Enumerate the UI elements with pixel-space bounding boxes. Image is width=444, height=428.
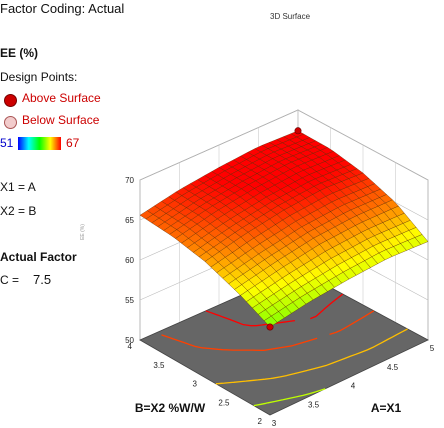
z-tick-label: 70 (125, 176, 134, 185)
above-surface-label: Above Surface (22, 91, 101, 105)
color-scale-bar (18, 137, 61, 150)
below-surface-label: Below Surface (22, 113, 100, 127)
y-tick-label: 4 (128, 342, 133, 351)
x-axis-label: A=X1 (371, 401, 402, 415)
floor-contour (215, 328, 408, 385)
actual-factor-name: C = (0, 273, 20, 287)
floor-contour (205, 293, 344, 327)
y-tick-label: 3.5 (153, 361, 165, 370)
actual-factor-value: 7.5 (33, 272, 52, 287)
above-surface-marker (4, 94, 17, 107)
x-tick-label: 4 (351, 382, 356, 391)
factor-coding-label: Factor Coding: Actual (0, 1, 125, 16)
plot-floor (139, 269, 429, 416)
below-surface-marker (4, 116, 17, 129)
actual-factor-title: Actual Factor (0, 250, 77, 264)
z-axis-label: EE (%) (80, 224, 86, 240)
y-axis-label: B=X2 %W/W (135, 401, 206, 415)
design-point (266, 323, 274, 331)
z-tick-label: 60 (125, 256, 134, 265)
y-tick-label: 2.5 (218, 398, 230, 407)
x-tick-label: 5 (430, 344, 435, 353)
factor-x2-line: X2 = B (0, 204, 37, 218)
floor-contour (161, 310, 375, 351)
z-tick-label: 50 (125, 336, 134, 345)
actual-factor-line: C = 7.5 (0, 272, 51, 287)
color-scale-max: 67 (66, 136, 80, 150)
response-surface (139, 130, 429, 328)
y-tick-label: 2 (258, 417, 263, 426)
z-tick-label: 65 (125, 216, 134, 225)
factor-x1-line: X1 = A (0, 180, 36, 194)
x-tick-label: 4.5 (387, 363, 399, 372)
floor-contour (253, 388, 326, 407)
design-points (266, 127, 302, 331)
design-points-label: Design Points: (0, 70, 78, 84)
y-tick-label: 3 (193, 380, 198, 389)
plot-axes: 50 55 60 65 70 3 3.5 4 4.5 5 2 2.5 3 3.5 4 A=X1 B=X2 %W/… (80, 176, 435, 428)
color-scale-min: 51 (0, 136, 14, 150)
surface-cell (263, 315, 278, 328)
x-tick-label: 3.5 (308, 400, 320, 409)
response-title: EE (%) (0, 46, 39, 60)
x-tick-label: 3 (272, 419, 277, 428)
z-tick-label: 55 (125, 296, 134, 305)
plot-title: 3D Surface (270, 12, 311, 21)
design-point (294, 127, 302, 135)
